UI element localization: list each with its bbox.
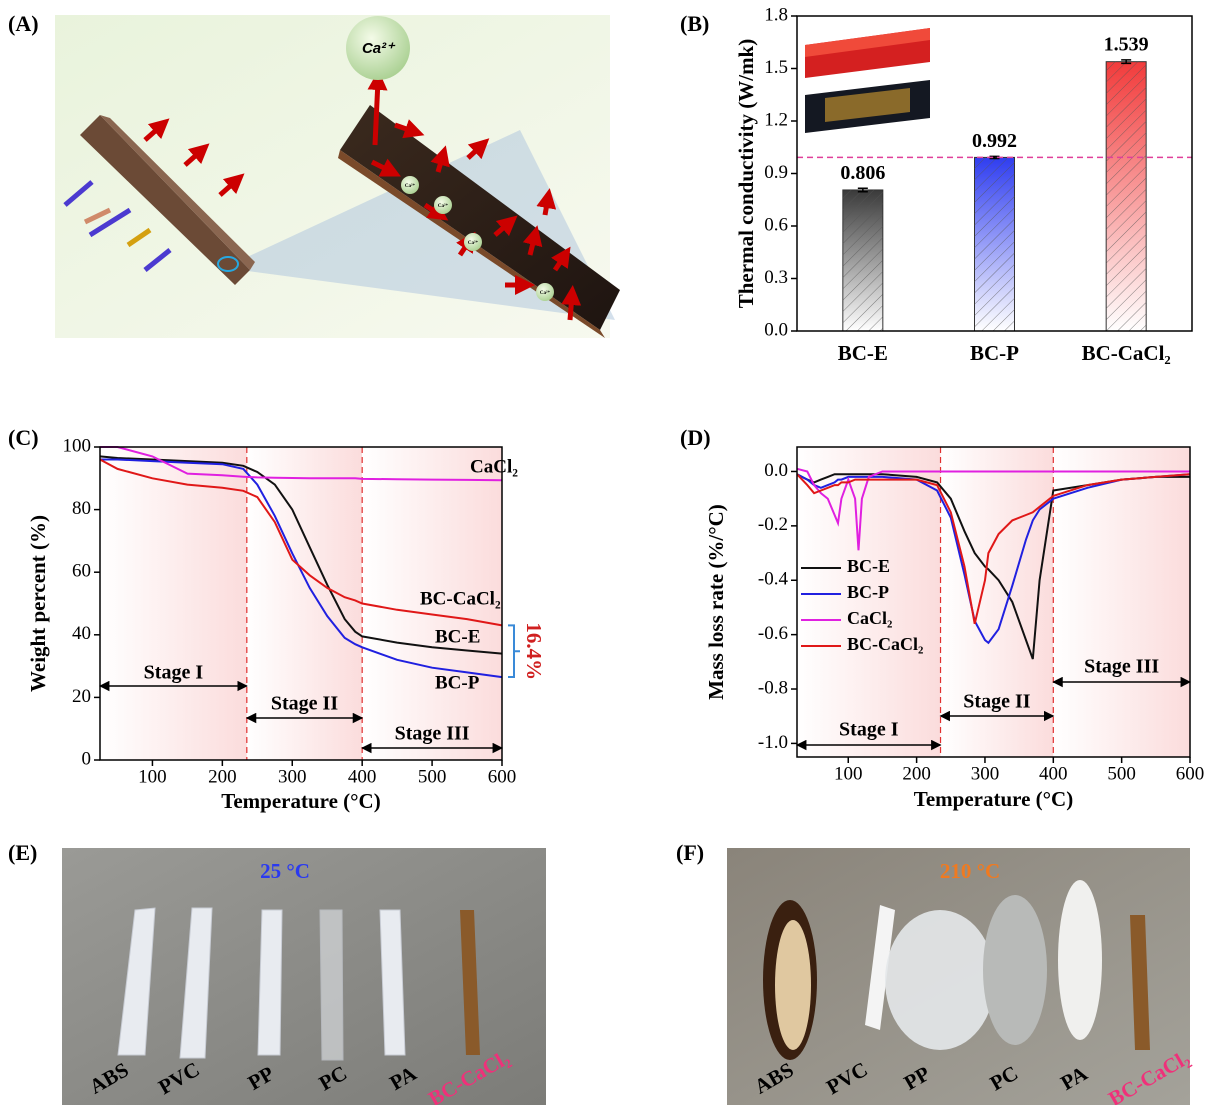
panel-label: (E) — [8, 840, 37, 865]
x-tick-label: 600 — [1176, 763, 1205, 784]
x-tick-label: 200 — [902, 763, 931, 784]
difference-bracket — [508, 625, 520, 677]
x-tick-label: 300 — [278, 766, 307, 787]
y-axis-label: Mass loss rate (%/°C) — [704, 504, 728, 700]
panel-label: (D) — [680, 425, 711, 450]
panel-label: (B) — [680, 11, 709, 36]
series-label: BC-E — [435, 626, 480, 647]
y-tick-label: 60 — [72, 561, 91, 582]
legend-label: BC-CaCl₂ — [847, 634, 923, 654]
x-tick-label: BC-CaCl₂ — [1082, 341, 1171, 365]
stage-label: Stage I — [839, 719, 899, 741]
stage-label: Stage III — [1084, 656, 1159, 678]
x-tick-label: BC-P — [970, 341, 1019, 365]
temperature-label: 210 °C — [940, 859, 1000, 883]
panel-f-photo — [727, 848, 1190, 1105]
panel-label: (F) — [676, 840, 704, 865]
ion-label-small: Ca²⁺ — [438, 203, 449, 209]
series-label: BC-P — [435, 672, 480, 693]
y-tick-label: 0 — [82, 748, 92, 769]
ion-label-small: Ca²⁺ — [540, 290, 551, 296]
y-tick-label: 0.0 — [764, 460, 788, 481]
y-tick-label: -0.8 — [758, 677, 788, 698]
y-tick-label: 0.3 — [764, 267, 788, 288]
x-tick-label: 600 — [488, 766, 517, 787]
x-tick-label: 100 — [834, 763, 863, 784]
value-label: 1.539 — [1104, 34, 1149, 56]
y-tick-label: 1.2 — [764, 109, 788, 130]
difference-label: 16.4% — [522, 622, 546, 680]
x-tick-label: 400 — [348, 766, 377, 787]
stage-shading — [1053, 447, 1190, 757]
y-axis-label: Thermal conductivity (W/mk) — [734, 39, 758, 308]
y-tick-label: 20 — [72, 686, 91, 707]
legend-label: CaCl₂ — [847, 608, 892, 628]
series-label: BC-CaCl₂ — [420, 588, 501, 609]
y-tick-label: -0.6 — [758, 623, 788, 644]
panel-label: (C) — [8, 425, 39, 450]
stage-label: Stage III — [395, 723, 470, 745]
y-tick-label: 80 — [72, 498, 91, 519]
y-axis-label: Weight percent (%) — [26, 515, 50, 692]
y-tick-label: -1.0 — [758, 732, 788, 753]
stage-shading — [100, 447, 247, 760]
y-tick-label: 100 — [63, 435, 92, 456]
x-tick-label: 200 — [208, 766, 237, 787]
bar-hatch — [843, 190, 883, 331]
x-tick-label: 400 — [1039, 763, 1068, 784]
x-axis-label: Temperature (°C) — [914, 787, 1073, 811]
ion-label-small: Ca²⁺ — [405, 183, 416, 189]
x-tick-label: 500 — [1107, 763, 1136, 784]
inset-slabs — [805, 28, 930, 133]
value-label: 0.992 — [972, 130, 1017, 152]
bar-hatch — [1106, 62, 1146, 331]
panel-a: Ca²⁺ Ca²⁺ Ca²⁺ Ca²⁺ Ca²⁺ — [55, 15, 620, 338]
bar-hatch — [975, 157, 1015, 331]
figure: Ca²⁺ Ca²⁺ Ca²⁺ Ca²⁺ Ca²⁺ (A) (B) Thermal … — [0, 0, 1209, 1105]
y-tick-label: 40 — [72, 623, 91, 644]
y-tick-label: 1.8 — [764, 4, 788, 25]
x-tick-label: 300 — [971, 763, 1000, 784]
panel-label: (A) — [8, 11, 39, 36]
y-tick-label: -0.2 — [758, 514, 788, 535]
legend-label: BC-E — [847, 556, 890, 576]
temperature-label: 25 °C — [260, 859, 310, 883]
x-tick-label: 100 — [138, 766, 167, 787]
y-tick-label: 0.9 — [764, 162, 788, 183]
x-tick-label: 500 — [418, 766, 447, 787]
y-tick-label: 0.0 — [764, 319, 788, 340]
value-label: 0.806 — [840, 162, 885, 184]
y-tick-label: 1.5 — [764, 57, 788, 78]
ion-label-small: Ca²⁺ — [468, 240, 479, 246]
series-label: CaCl₂ — [470, 456, 518, 477]
stage-label: Stage II — [271, 693, 338, 715]
stage-label: Stage I — [144, 662, 204, 684]
ion-label: Ca²⁺ — [362, 40, 396, 57]
stage-label: Stage II — [963, 691, 1030, 713]
x-axis-label: Temperature (°C) — [221, 789, 380, 813]
y-tick-label: -0.4 — [758, 569, 789, 590]
y-tick-label: 0.6 — [764, 214, 788, 235]
legend-label: BC-P — [847, 582, 889, 602]
x-tick-label: BC-E — [838, 341, 888, 365]
